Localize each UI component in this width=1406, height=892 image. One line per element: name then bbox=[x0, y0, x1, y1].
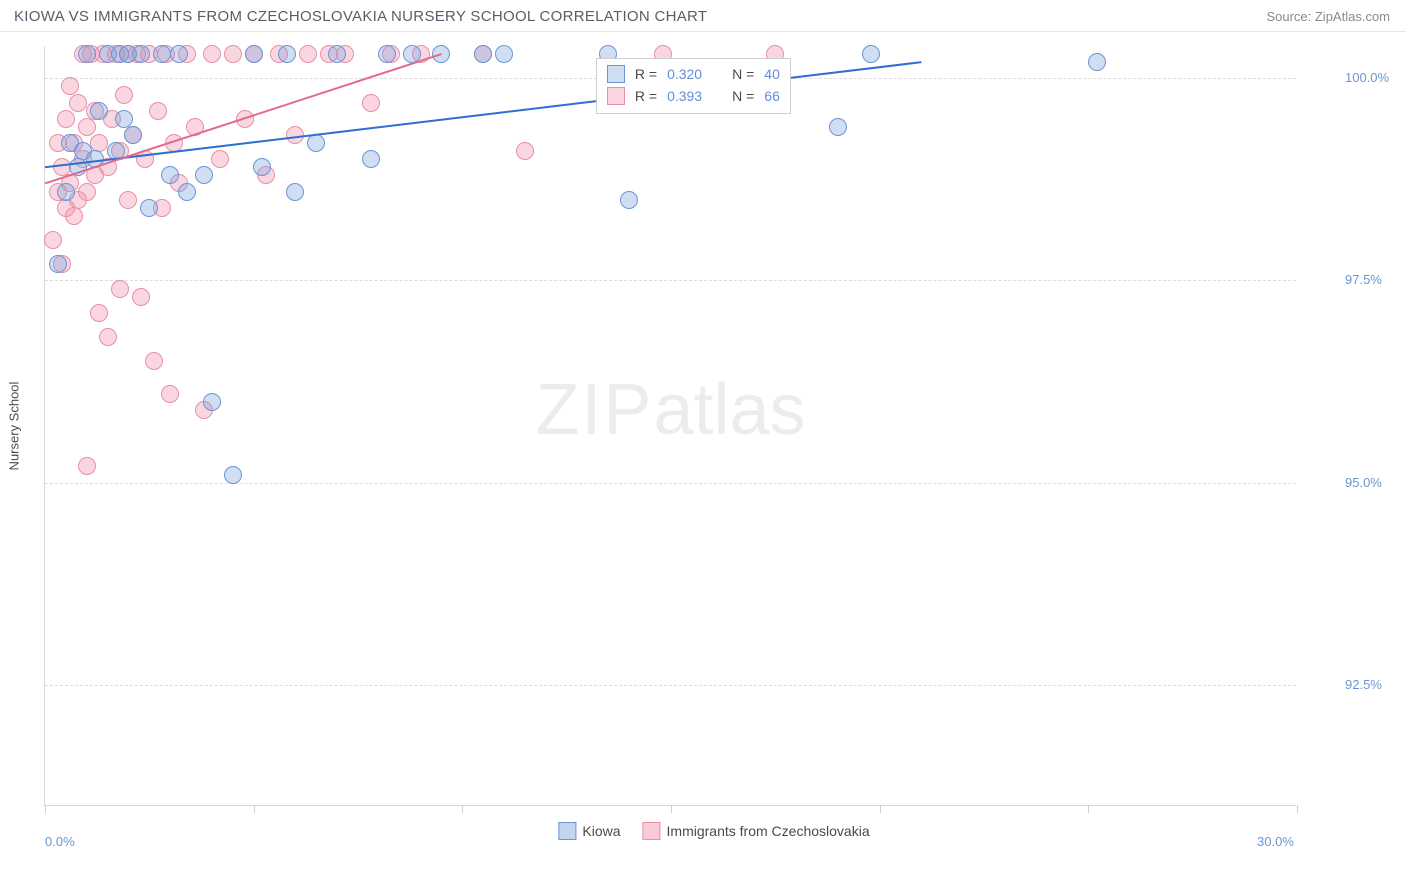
corr-r-label: R = bbox=[635, 63, 657, 85]
title-bar: KIOWA VS IMMIGRANTS FROM CZECHOSLOVAKIA … bbox=[0, 0, 1406, 32]
y-axis-label: Nursery School bbox=[7, 382, 22, 471]
x-tick bbox=[1088, 805, 1089, 813]
x-tick bbox=[671, 805, 672, 813]
y-tick-label: 97.5% bbox=[1345, 272, 1382, 287]
scatter-plot: ZIPatlas 92.5%95.0%97.5%100.0%0.0%30.0%R… bbox=[44, 46, 1296, 806]
corr-n-label: N = bbox=[732, 63, 754, 85]
corr-swatch-czech bbox=[607, 87, 625, 105]
x-tick bbox=[254, 805, 255, 813]
y-tick-label: 95.0% bbox=[1345, 475, 1382, 490]
legend-item: Immigrants from Czechoslovakia bbox=[643, 822, 870, 840]
y-tick-label: 92.5% bbox=[1345, 677, 1382, 692]
plot-wrap: Nursery School ZIPatlas 92.5%95.0%97.5%1… bbox=[44, 46, 1384, 806]
corr-n-label: N = bbox=[732, 85, 754, 107]
corr-r-label: R = bbox=[635, 85, 657, 107]
legend-label: Immigrants from Czechoslovakia bbox=[667, 823, 870, 839]
y-tick-label: 100.0% bbox=[1345, 70, 1389, 85]
bottom-legend: Kiowa Immigrants from Czechoslovakia bbox=[558, 822, 869, 840]
corr-r-value: 0.320 bbox=[667, 63, 702, 85]
x-tick bbox=[45, 805, 46, 813]
corr-row-czech: R = 0.393 N = 66 bbox=[607, 85, 780, 107]
corr-row-kiowa: R = 0.320 N = 40 bbox=[607, 63, 780, 85]
corr-r-value: 0.393 bbox=[667, 85, 702, 107]
legend-swatch bbox=[558, 822, 576, 840]
x-tick-label: 30.0% bbox=[1257, 834, 1294, 849]
x-tick bbox=[880, 805, 881, 813]
source-label: Source: ZipAtlas.com bbox=[1266, 9, 1390, 24]
x-tick bbox=[1297, 805, 1298, 813]
trend-lines bbox=[45, 46, 1297, 806]
trend-line-czech bbox=[45, 54, 441, 183]
legend-swatch bbox=[643, 822, 661, 840]
correlation-box: R = 0.320 N = 40 R = 0.393 N = 66 bbox=[596, 58, 791, 114]
chart-title: KIOWA VS IMMIGRANTS FROM CZECHOSLOVAKIA … bbox=[14, 8, 707, 25]
corr-swatch-kiowa bbox=[607, 65, 625, 83]
legend-item: Kiowa bbox=[558, 822, 620, 840]
x-tick-label: 0.0% bbox=[45, 834, 75, 849]
x-tick bbox=[462, 805, 463, 813]
legend-label: Kiowa bbox=[582, 823, 620, 839]
corr-n-value: 40 bbox=[764, 63, 780, 85]
corr-n-value: 66 bbox=[764, 85, 780, 107]
